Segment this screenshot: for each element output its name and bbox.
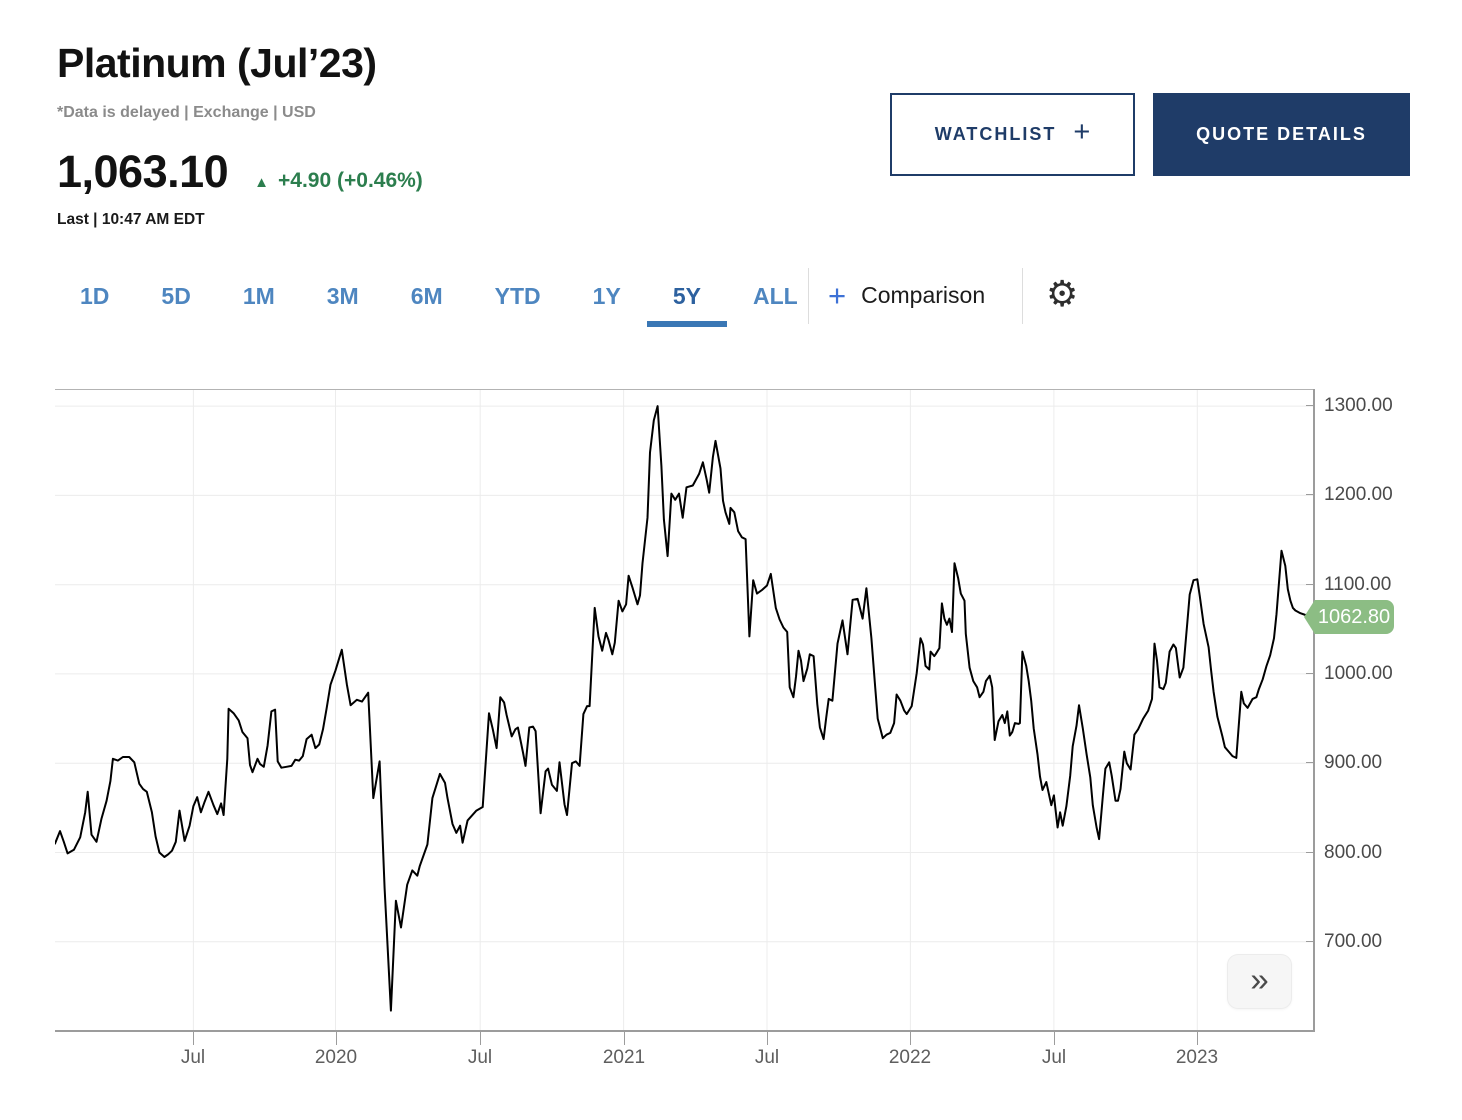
- y-axis-tick: [1306, 405, 1313, 406]
- price-row: 1,063.10 ▲ +4.90 (+0.46%): [57, 146, 423, 198]
- y-axis-tick: [1306, 762, 1313, 763]
- x-axis-tick: [1197, 1032, 1198, 1045]
- y-axis-label: 800.00: [1324, 842, 1383, 863]
- quote-details-label: QUOTE DETAILS: [1196, 124, 1367, 144]
- y-axis-label: 1300.00: [1324, 395, 1393, 416]
- tab-all[interactable]: ALL: [752, 283, 798, 309]
- price-change: ▲ +4.90 (+0.46%): [254, 169, 423, 193]
- y-axis-tick: [1306, 494, 1313, 495]
- x-axis-label: 2023: [1175, 1047, 1219, 1068]
- x-axis-tick: [1054, 1032, 1055, 1045]
- y-axis-tick: [1306, 941, 1313, 942]
- tab-5d[interactable]: 5D: [161, 283, 191, 309]
- up-triangle-icon: ▲: [254, 174, 270, 191]
- toolbar-divider: [1022, 268, 1023, 324]
- x-axis-tick: [480, 1032, 481, 1045]
- toolbar-divider: [808, 268, 809, 324]
- tab-1d[interactable]: 1D: [80, 283, 110, 309]
- tab-1m[interactable]: 1M: [242, 283, 275, 309]
- range-tabs: 1D 5D 1M 3M 6M YTD 1Y 5Y ALL: [80, 283, 798, 310]
- last-timestamp: Last | 10:47 AM EDT: [57, 211, 205, 228]
- tab-3m[interactable]: 3M: [326, 283, 359, 309]
- price-chart-plot: [55, 389, 1313, 1032]
- y-axis-tick: [1306, 852, 1313, 853]
- data-delay-note: *Data is delayed | Exchange | USD: [57, 104, 316, 121]
- x-axis-label: Jul: [1041, 1047, 1067, 1068]
- x-axis-label: 2020: [314, 1047, 358, 1068]
- watchlist-plus-icon: +: [1073, 116, 1091, 148]
- y-axis-label: 1000.00: [1324, 663, 1393, 684]
- plus-icon: +: [828, 278, 847, 313]
- x-axis-tick: [193, 1032, 194, 1045]
- page-title: Platinum (Jul’23): [57, 40, 377, 86]
- tab-6m[interactable]: 6M: [410, 283, 443, 309]
- comparison-button[interactable]: + Comparison: [828, 280, 985, 311]
- x-axis-tick: [910, 1032, 911, 1045]
- x-axis-label: Jul: [180, 1047, 206, 1068]
- watchlist-label: WATCHLIST: [934, 124, 1057, 144]
- x-axis-tick: [767, 1032, 768, 1045]
- y-axis-line: [1313, 389, 1315, 1032]
- y-axis-label: 1100.00: [1324, 574, 1392, 595]
- comparison-label: Comparison: [861, 282, 986, 308]
- y-axis-label: 900.00: [1324, 752, 1383, 773]
- y-axis-label: 700.00: [1324, 931, 1383, 952]
- x-axis-label: Jul: [754, 1047, 780, 1068]
- y-axis-tick: [1306, 584, 1313, 585]
- tab-1y[interactable]: 1Y: [592, 283, 621, 309]
- change-text: +4.90 (+0.46%): [278, 169, 423, 192]
- x-axis-label: 2022: [888, 1047, 932, 1068]
- last-price-badge: 1062.80: [1304, 600, 1394, 634]
- y-axis-tick: [1306, 673, 1313, 674]
- quote-details-button[interactable]: QUOTE DETAILS: [1153, 93, 1410, 176]
- expand-chart-button[interactable]: »: [1228, 955, 1291, 1008]
- gear-icon[interactable]: ⚙: [1046, 273, 1079, 314]
- last-price: 1,063.10: [57, 146, 229, 197]
- x-axis-label: 2021: [602, 1047, 646, 1068]
- y-axis-label: 1200.00: [1324, 484, 1393, 505]
- tab-5y[interactable]: 5Y: [672, 283, 701, 309]
- x-axis-tick: [624, 1032, 625, 1045]
- watchlist-button[interactable]: WATCHLIST +: [890, 93, 1135, 176]
- price-line-svg: [55, 390, 1313, 1032]
- x-axis-label: Jul: [467, 1047, 493, 1068]
- x-axis-tick: [336, 1032, 337, 1045]
- x-axis-line: [55, 1030, 1315, 1032]
- tab-ytd[interactable]: YTD: [494, 283, 541, 309]
